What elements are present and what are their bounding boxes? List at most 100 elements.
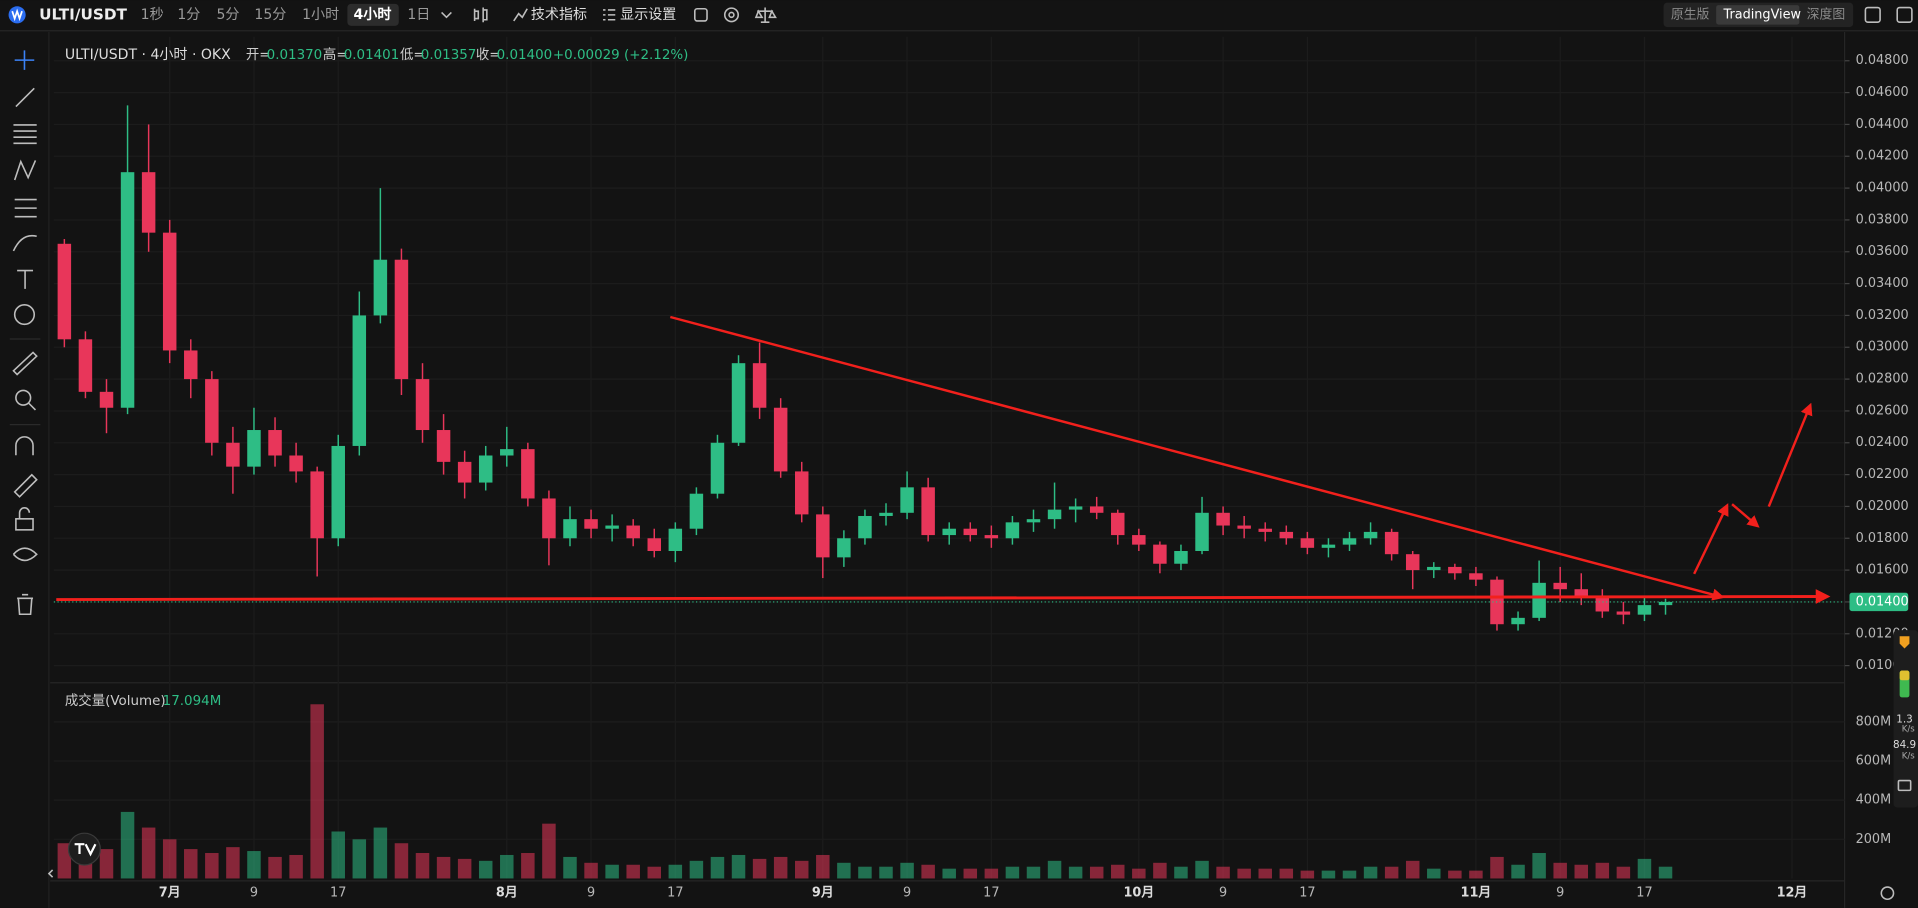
volume-bar xyxy=(457,858,472,879)
view-tab[interactable]: 原生版 xyxy=(1671,7,1710,22)
pattern-tool[interactable] xyxy=(13,159,37,181)
candle-body xyxy=(1342,538,1357,545)
interval-dropdown[interactable] xyxy=(441,11,452,19)
interval[interactable]: 5分 xyxy=(217,7,240,23)
trend-line-drawing[interactable] xyxy=(670,315,1725,601)
view-tab[interactable]: TradingView xyxy=(1723,7,1802,22)
y-tick-label: 0.02400 xyxy=(1856,435,1909,450)
x-tick-label: 17 xyxy=(1636,886,1652,901)
settings-icon[interactable] xyxy=(723,7,740,23)
arrow-drawing[interactable] xyxy=(1693,503,1729,575)
legend-open: 0.01370 xyxy=(267,48,323,63)
y-tick-label: 0.02600 xyxy=(1856,403,1909,418)
emoji-tool[interactable] xyxy=(13,303,36,326)
interval[interactable]: 1日 xyxy=(407,7,430,23)
y-tick-label: 0.02800 xyxy=(1856,372,1909,387)
x-tick-label: 17 xyxy=(667,886,683,901)
compare-icon[interactable] xyxy=(754,7,777,24)
volume-bar xyxy=(668,864,683,879)
candle-body xyxy=(415,379,430,431)
candle-body xyxy=(373,259,388,316)
projection-tool[interactable] xyxy=(14,198,37,218)
scroll-left[interactable] xyxy=(47,869,54,878)
volume-bar xyxy=(1490,856,1504,879)
chart-type-icon[interactable] xyxy=(473,7,488,23)
camera-icon[interactable] xyxy=(1897,779,1912,792)
candle-body xyxy=(1469,573,1483,580)
fib-tool[interactable] xyxy=(13,124,37,145)
candle-body xyxy=(668,528,683,551)
volume-bar xyxy=(394,843,409,879)
view-tab[interactable]: 深度图 xyxy=(1807,6,1845,22)
volume-bar xyxy=(1237,868,1251,879)
fullscreen-icon[interactable] xyxy=(1864,6,1881,24)
arrow-drawing[interactable] xyxy=(1731,503,1760,528)
indicators-button[interactable]: 技术指标 xyxy=(531,7,587,23)
display-settings-button[interactable]: 显示设置 xyxy=(620,7,676,23)
volume-bar xyxy=(1258,868,1272,879)
draw-mode-tool[interactable] xyxy=(13,473,38,498)
volume-bar xyxy=(1553,862,1567,879)
legend-close-label: 收= xyxy=(476,47,501,63)
volume-bar xyxy=(57,843,72,879)
arrow-drawing[interactable] xyxy=(1767,402,1813,508)
volume-bar xyxy=(99,849,114,879)
volume-bar xyxy=(1111,864,1125,879)
candle-body xyxy=(521,449,535,499)
axis-settings[interactable] xyxy=(1880,886,1895,901)
interval[interactable]: 15分 xyxy=(254,7,286,23)
candle-body xyxy=(879,512,893,516)
volume-bar xyxy=(689,860,704,879)
interval-selected[interactable]: 4小时 xyxy=(354,6,392,23)
candle-body xyxy=(457,461,472,483)
legend-close: 0.01400 xyxy=(497,48,553,63)
candle-body xyxy=(57,243,72,340)
x-tick-label: 9月 xyxy=(812,886,834,901)
indicators-icon[interactable] xyxy=(513,8,528,22)
y-tick-label: 0.04800 xyxy=(1856,53,1909,68)
candle-body xyxy=(1195,512,1209,551)
y-tick-label: 0.04000 xyxy=(1856,181,1909,196)
visibility-tool[interactable] xyxy=(12,547,38,562)
interval[interactable]: 1分 xyxy=(177,7,200,23)
candle-body xyxy=(752,363,767,408)
candle-body xyxy=(900,487,914,513)
horizontal-line-drawing[interactable] xyxy=(56,589,1831,604)
tradingview-logo[interactable] xyxy=(67,832,101,866)
volume-bar xyxy=(563,856,577,879)
delete-tool[interactable] xyxy=(17,593,34,616)
status-bar-top xyxy=(1899,670,1910,681)
snapshot-icon[interactable] xyxy=(693,7,708,22)
volume-tick-label: 200M xyxy=(1856,832,1892,847)
legend-high-label: 高= xyxy=(323,46,348,63)
x-tick-label: 17 xyxy=(1299,886,1315,901)
volume-bar xyxy=(626,864,640,879)
interval[interactable]: 1小时 xyxy=(302,7,339,23)
y-tick-label: 0.02200 xyxy=(1856,467,1909,482)
volume-bar xyxy=(942,868,956,879)
interval[interactable]: 1秒 xyxy=(141,7,164,23)
measure-tool[interactable] xyxy=(12,351,38,376)
crosshair-tool[interactable] xyxy=(14,50,35,70)
brush-tool[interactable] xyxy=(12,234,37,252)
candle-body xyxy=(1321,544,1336,548)
text-tool[interactable] xyxy=(17,269,34,289)
lock-tool[interactable] xyxy=(15,518,34,531)
legend-open-label: 开= xyxy=(246,48,271,63)
last-price-label: 0.01400 xyxy=(1856,594,1909,609)
zoom-tool[interactable] xyxy=(15,389,32,406)
magnet-tool[interactable] xyxy=(15,436,34,456)
volume-bar xyxy=(584,862,598,879)
candle-body xyxy=(436,430,451,462)
volume-bar xyxy=(205,853,219,879)
volume-bar xyxy=(289,854,303,879)
trendline-tool[interactable] xyxy=(15,87,35,108)
y-tick-label: 0.01800 xyxy=(1856,531,1909,546)
candle-body xyxy=(731,363,746,443)
symbol[interactable]: ULTI/USDT xyxy=(39,5,127,23)
candle-body xyxy=(963,528,978,536)
volume-bar xyxy=(1427,868,1441,879)
settings-list-icon[interactable] xyxy=(603,9,616,21)
layout-icon[interactable] xyxy=(1896,6,1913,24)
